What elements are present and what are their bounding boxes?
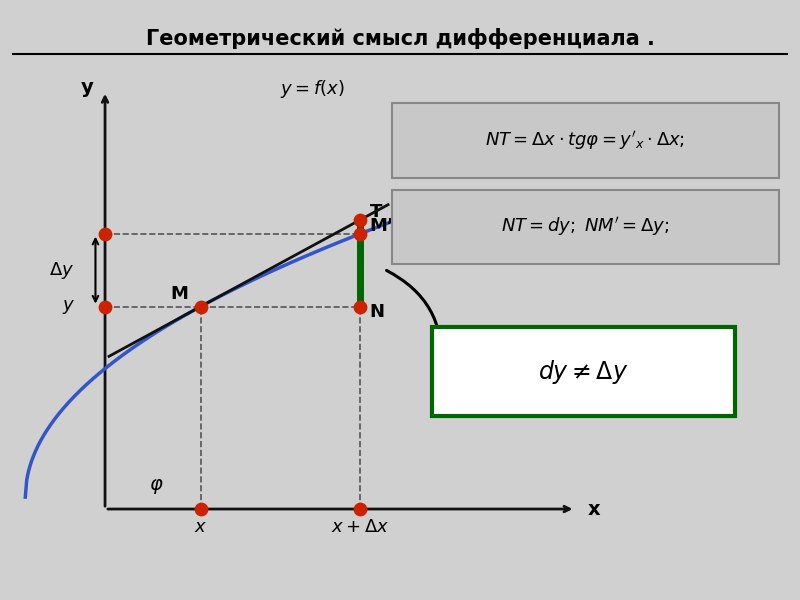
Text: y: y <box>81 79 94 97</box>
Point <box>194 302 207 311</box>
Point <box>354 215 366 224</box>
Text: $\Delta y$: $\Delta y$ <box>49 260 74 281</box>
Text: $dy \neq \Delta y$: $dy \neq \Delta y$ <box>538 358 629 386</box>
Text: T: T <box>370 203 382 221</box>
Text: $x$: $x$ <box>194 518 207 536</box>
Text: x: x <box>587 500 600 518</box>
Text: N: N <box>370 303 385 321</box>
Text: Геометрический смысл дифференциала .: Геометрический смысл дифференциала . <box>146 28 654 49</box>
Text: $x+\Delta x$: $x+\Delta x$ <box>331 518 390 536</box>
Point <box>98 229 111 239</box>
Point <box>354 302 366 311</box>
Text: M: M <box>170 286 188 304</box>
FancyBboxPatch shape <box>392 103 778 178</box>
Point <box>354 504 366 514</box>
Text: $NT = \Delta x \cdot tg\varphi = y'_x \cdot \Delta x;$: $NT = \Delta x \cdot tg\varphi = y'_x \c… <box>486 129 686 152</box>
FancyBboxPatch shape <box>392 190 778 264</box>
Text: $\varphi$: $\varphi$ <box>149 477 163 496</box>
Point <box>98 302 111 311</box>
Text: $NT = dy;\; NM' = \Delta y;$: $NT = dy;\; NM' = \Delta y;$ <box>501 215 670 238</box>
FancyBboxPatch shape <box>432 327 735 416</box>
Text: $y$: $y$ <box>62 298 76 316</box>
Point <box>194 504 207 514</box>
Text: $y = f(x)$: $y = f(x)$ <box>280 78 345 100</box>
Text: M’: M’ <box>370 217 394 235</box>
Point <box>354 229 366 239</box>
